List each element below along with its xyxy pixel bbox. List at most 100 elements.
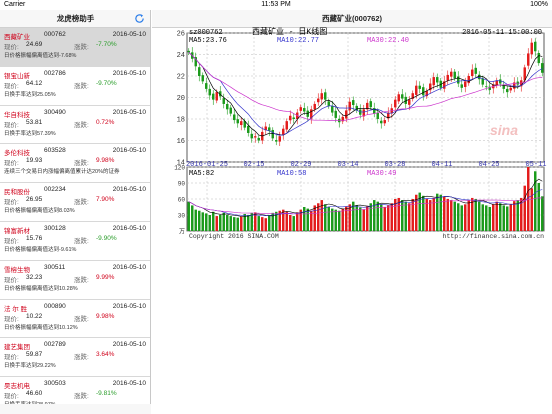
stock-name: 锦富新材 [4,227,30,235]
x-tick-label: 2016-01-25 [186,161,228,169]
x-tick-label: 02-29 [290,161,311,169]
candle [502,85,505,89]
candle [352,100,355,106]
volume-bar [485,205,488,231]
volume-bar [425,199,428,231]
volume-bar [201,212,204,231]
volume-bar [212,211,215,231]
stock-code: 300503 [44,380,66,388]
stock-date: 2016-05-10 [112,147,146,155]
change-label: 涨跌: [74,44,89,51]
volume-bar [268,215,271,231]
stock-price: 46.60 [26,390,43,398]
list-item-header: 昊志机电 300503 2016-05-10 [4,379,146,390]
volume-bar [401,200,404,231]
list-item[interactable]: 雪榕生物 300511 2016-05-10 现价: 32.23 涨跌: 9.9… [0,261,150,300]
list-item[interactable]: 民和股份 002234 2016-05-10 现价: 26.95 涨跌: 7.9… [0,183,150,222]
list-item[interactable]: 西藏矿业 000762 2016-05-10 现价: 24.69 涨跌: -7.… [0,28,150,67]
candle [478,74,481,80]
list-item-header: 民和股份 002234 2016-05-10 [4,185,146,196]
price-label: 现价: [4,315,19,323]
volume-bar [460,205,463,231]
stock-reason: 连续三个交易日内涨幅偏离值累计达20%的证券 [4,169,120,176]
volume-bar [219,215,222,231]
list-item-values: 现价: 59.87 涨跌: 3.64% [4,350,146,361]
vol-ma30-label: MA30:49 [367,170,396,178]
y-tick-label: 20 [177,95,185,103]
stock-date: 2016-05-10 [112,380,146,388]
list-item[interactable]: 法 尔 胜 000890 2016-05-10 现价: 10.22 涨跌: 9.… [0,300,150,339]
candle [411,93,414,99]
volume-bar [446,199,449,231]
list-item[interactable]: 多伦科技 603528 2016-05-10 现价: 19.93 涨跌: 9.9… [0,144,150,184]
price-label: 现价: [4,121,19,129]
candle [303,108,306,112]
candle [324,92,327,100]
refresh-icon[interactable] [134,13,145,24]
volume-bar [320,200,323,231]
list-item-header: 建艺集团 002789 2016-05-10 [4,340,146,351]
candle [436,77,439,83]
volume-bar [296,212,299,231]
list-item-header: 多伦科技 603528 2016-05-10 [4,146,146,157]
stock-name: 雪榕生物 [4,266,30,274]
volume-bar [247,215,250,231]
stock-price: 15.76 [26,234,43,242]
volume-bar [198,210,201,231]
volume-bar [530,188,533,231]
candle [481,78,484,85]
stock-change: -9.70% [96,79,117,87]
x-tick-label: 03-28 [384,161,405,169]
list-item-values: 现价: 46.60 涨跌: -9.81% [4,389,146,400]
stock-price: 32.23 [26,273,43,281]
volume-bar [215,216,218,231]
candle [534,41,537,52]
chart-title-text: 西藏矿业 - 日K线图 [252,27,327,37]
list-item[interactable]: 锦富新材 300128 2016-05-10 现价: 15.76 涨跌: -9.… [0,222,150,261]
list-item-values: 现价: 19.93 涨跌: 9.98% [4,156,146,167]
list-item[interactable]: 建艺集团 002789 2016-05-10 现价: 59.87 涨跌: 3.6… [0,338,150,378]
volume-bar [250,212,253,231]
y-tick-label: 14 [177,160,185,168]
candle [366,102,369,110]
volume-bar [208,215,211,231]
candle [380,120,383,124]
stock-change: 9.99% [96,273,115,281]
ma30-label: MA30:22.40 [367,37,409,45]
candle [208,88,211,96]
stock-change: 3.64% [96,351,115,359]
candle [387,112,390,119]
volume-bar [481,204,484,231]
candle [264,126,267,131]
stock-code: 002789 [44,341,66,349]
candle [485,86,488,88]
volume-bar [541,196,544,231]
vol-ma30-line [188,197,543,215]
volume-bar [422,195,425,231]
list-item[interactable]: 华自科技 300490 2016-05-10 现价: 53.81 涨跌: 0.7… [0,106,150,145]
volume-bar [411,199,414,231]
volume-bar [397,197,400,231]
list-item[interactable]: 银宝山新 002786 2016-05-10 现价: 64.12 涨跌: -9.… [0,67,150,106]
stock-reason: 日换手率达到29.22% [4,363,56,370]
candle [509,87,512,91]
stock-change: -9.81% [96,390,117,398]
volume-bar [362,209,365,231]
vol-tick-label: 90 [178,181,186,188]
stock-code: 002234 [44,186,66,194]
volume-bar [408,203,411,231]
volume-bar [506,206,509,231]
volume-bar [222,212,225,231]
list-item-values: 现价: 24.69 涨跌: -7.70% [4,40,146,51]
candle [464,81,467,87]
list-item-header: 锦富新材 300128 2016-05-10 [4,224,146,235]
stock-reason: 日价格振幅偏离值达到10.12% [4,324,78,331]
stock-price: 59.87 [26,351,43,359]
volume-bar [317,203,320,231]
price-label: 现价: [4,44,19,51]
vol-tick-label: 万 [179,229,185,236]
y-tick-label: 16 [177,138,185,146]
candle [320,93,323,100]
volume-bar [345,206,348,231]
candle [187,50,190,53]
